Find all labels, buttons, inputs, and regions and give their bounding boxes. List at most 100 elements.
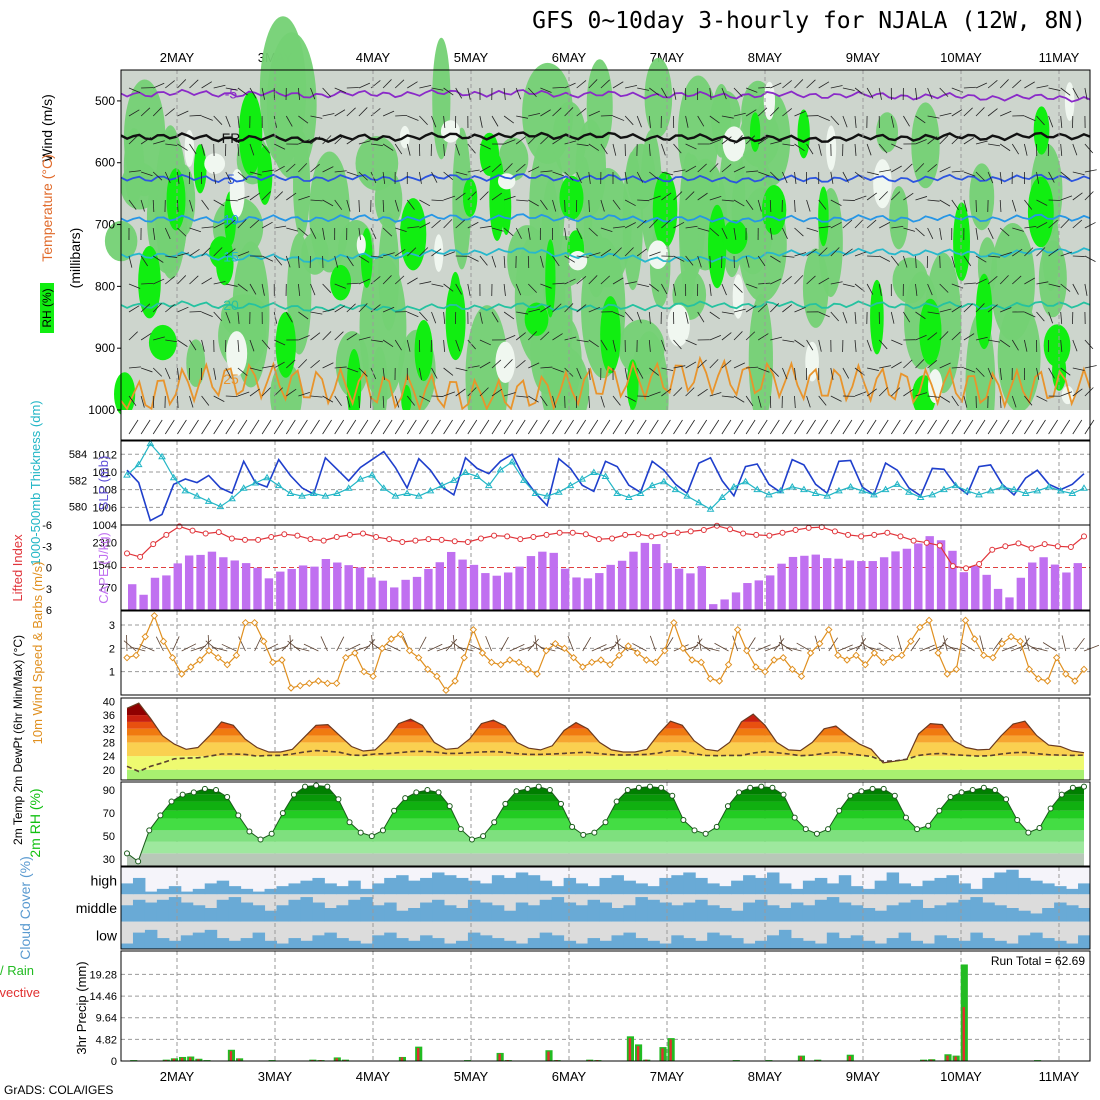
wind-barb (878, 283, 882, 296)
wind-barb (612, 311, 625, 318)
cape-bar (982, 574, 991, 610)
wind-barb (382, 199, 385, 213)
wind-barb (1072, 367, 1085, 371)
wind-barb (310, 283, 316, 296)
wind-barb (818, 199, 827, 210)
surface-wind-barb (939, 419, 950, 435)
rh2m-point (991, 787, 998, 794)
wind-barb (443, 171, 454, 180)
surface-wind-barb (769, 419, 780, 435)
wind-barb (975, 278, 987, 285)
wind-barb (346, 107, 356, 117)
wind10m-point (1025, 665, 1034, 674)
cloud-cover-bar (671, 905, 684, 922)
cape-bar (674, 568, 684, 610)
wind-barb (346, 333, 358, 341)
lifted-index-axis-label: Lifted Index (10, 534, 25, 602)
wind10m-barb (896, 635, 903, 652)
wind-barb (261, 143, 271, 154)
wind-barb (745, 199, 754, 211)
surface-wind-barb (322, 419, 332, 435)
rh2m-point (246, 828, 253, 835)
wind-barb (407, 247, 417, 257)
thickness-point (589, 468, 598, 475)
wind-barb (552, 87, 565, 89)
cloud-cover-bar (934, 905, 947, 922)
precip-convective-bar (189, 1057, 192, 1061)
rh2m-point (936, 807, 943, 814)
wind-barb (394, 199, 399, 212)
thickness-point (800, 485, 808, 493)
wind-barb (540, 283, 552, 289)
wind-barb (467, 169, 480, 173)
wind-barb (842, 171, 849, 183)
precip-convective-bar (229, 1051, 233, 1061)
lifted-index-point (949, 563, 956, 570)
wind-barb (1024, 199, 1033, 210)
wind-barb (685, 165, 697, 173)
wind-barb (152, 171, 163, 181)
wind-barb (951, 109, 963, 117)
wind-barb (358, 140, 371, 145)
wind-barb (515, 227, 522, 239)
wind-barb (600, 339, 608, 351)
wind10m-point (150, 611, 159, 620)
surface-wind-barb (455, 419, 466, 435)
cloud-cover-bar (264, 910, 278, 922)
wind-barb (310, 87, 316, 100)
wind-barb (455, 87, 463, 99)
wind-barb (939, 112, 952, 117)
wind-barb (1024, 395, 1033, 406)
cape-bar (914, 543, 923, 610)
wind-barb (479, 191, 489, 201)
wind-barb (140, 199, 145, 212)
lifted-index-point (989, 546, 996, 553)
rh-bright-area (1033, 106, 1050, 155)
wind-barb (528, 199, 539, 207)
surface-wind-barb (382, 419, 393, 435)
wind-barb (794, 227, 804, 237)
wind-barb (262, 365, 274, 369)
lifted-index-point (936, 542, 943, 549)
cloud-cover-bar (168, 940, 182, 949)
wind-barb (745, 305, 757, 313)
wind-barb (927, 136, 938, 145)
wind-barb (540, 135, 550, 145)
cloud-cover-bar (659, 902, 672, 922)
cloud-cover-bar (719, 935, 732, 949)
wind-barb (286, 163, 296, 173)
cloud-cover-bar (240, 902, 254, 922)
wind-barb (128, 135, 138, 145)
wind-barb (540, 331, 550, 341)
cloud-cover-bar (180, 902, 194, 922)
surface-wind-barb (866, 419, 877, 435)
rh-bright-area (870, 279, 884, 355)
wind-barb (394, 248, 406, 257)
wind-barb (963, 395, 968, 408)
wind-barb (927, 199, 940, 202)
wind-barb (927, 360, 938, 369)
wind-barb (140, 255, 149, 267)
wind-barb (745, 283, 758, 289)
wind-barb (770, 255, 781, 263)
rh-green-area (378, 212, 400, 331)
wind-barb (140, 107, 151, 117)
wind-barb (625, 281, 637, 285)
wind10m-point (998, 639, 1006, 648)
wind-barb (382, 110, 395, 117)
wind-barb (612, 199, 621, 210)
wind-barb (164, 171, 171, 184)
wind10m-point (478, 649, 487, 657)
cloud-cover-bar (240, 938, 254, 949)
wind-barb (165, 339, 178, 343)
thickness-point (601, 472, 610, 479)
rh-dry-area (667, 304, 690, 347)
surface-wind-barb (128, 419, 139, 435)
temp2m-tick-label: 36 (103, 710, 115, 722)
wind-barb (576, 339, 589, 343)
lifted-index-point (661, 531, 668, 538)
cloud-cover-bar (635, 897, 648, 922)
wind-barb (890, 115, 895, 128)
wind-barb (310, 227, 317, 239)
wind-barb (576, 304, 587, 313)
